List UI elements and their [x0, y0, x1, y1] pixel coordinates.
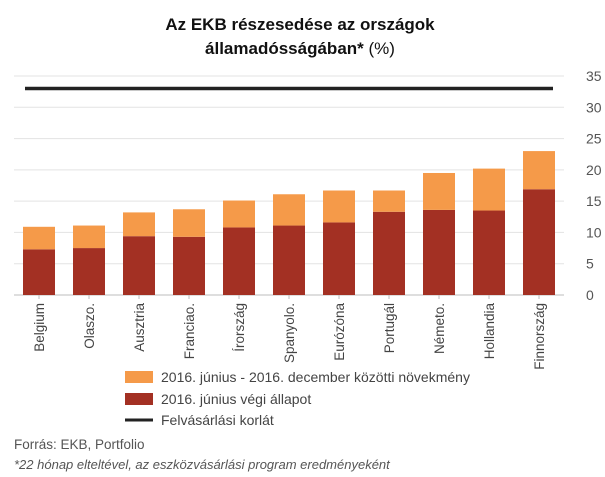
x-tick-label: Olaszo.	[82, 303, 97, 349]
y-tick-label: 5	[586, 256, 594, 272]
bar-june-0	[23, 249, 55, 295]
bar-increment-1	[73, 225, 105, 249]
y-tick-label: 35	[586, 68, 602, 84]
x-tick-label: Írország	[232, 303, 247, 352]
legend-label-increment: 2016. június - 2016. december közötti nö…	[161, 369, 470, 385]
x-tick-label: Finnország	[532, 303, 547, 370]
x-axis-ticks: Belgium Olaszo. Ausztria Franciao. Írország S…	[32, 295, 547, 370]
title-line-1: Az EKB részesedése az országok	[165, 15, 435, 34]
title-line-2: államadósságában* (%)	[205, 39, 395, 58]
bar-increment-9	[473, 168, 505, 211]
bar-increment-3	[173, 209, 205, 237]
y-axis-ticks: 0 5 10 15 20 25 30 35	[586, 68, 602, 303]
x-tick-label: Portugál	[382, 303, 397, 353]
x-tick-label: Németo.	[432, 303, 447, 354]
bar-series	[23, 151, 555, 295]
bar-june-10	[523, 189, 555, 295]
legend-swatch-june	[125, 393, 153, 405]
chart-title: Az EKB részesedése az országok államadós…	[165, 15, 435, 58]
x-tick-label: Eurózóna	[332, 303, 347, 361]
bar-june-8	[423, 209, 455, 295]
bar-increment-4	[223, 200, 255, 228]
bar-june-6	[323, 222, 355, 295]
y-tick-label: 10	[586, 224, 602, 240]
bar-increment-2	[123, 212, 155, 237]
y-tick-label: 0	[586, 287, 594, 303]
bar-increment-5	[273, 194, 305, 226]
y-tick-label: 25	[586, 131, 602, 147]
bar-june-3	[173, 236, 205, 295]
x-tick-label: Belgium	[32, 303, 47, 352]
bar-increment-0	[23, 226, 55, 250]
bar-june-9	[473, 210, 505, 295]
footnote: *22 hónap elteltével, az eszközvásárlási…	[14, 457, 391, 472]
x-tick-label: Franciao.	[182, 303, 197, 359]
bar-increment-8	[423, 172, 455, 210]
legend-label-limit: Felvásárlási korlát	[161, 412, 274, 428]
legend-label-june: 2016. június végi állapot	[161, 391, 311, 407]
y-tick-label: 15	[586, 193, 602, 209]
legend: 2016. június - 2016. december közötti nö…	[125, 369, 470, 428]
title-line-2-text: államadósságában*	[205, 39, 364, 58]
title-unit: (%)	[369, 39, 395, 58]
y-tick-label: 20	[586, 162, 602, 178]
bar-increment-10	[523, 151, 555, 190]
bar-june-2	[123, 236, 155, 295]
source-note: Forrás: EKB, Portfolio	[14, 437, 145, 452]
bar-june-4	[223, 227, 255, 295]
bar-increment-6	[323, 190, 355, 223]
bar-june-5	[273, 225, 305, 295]
y-tick-label: 30	[586, 99, 602, 115]
x-tick-label: Spanyolo.	[282, 303, 297, 363]
bar-june-7	[373, 211, 405, 295]
bar-increment-7	[373, 190, 405, 212]
x-tick-label: Ausztria	[132, 303, 147, 352]
legend-swatch-increment	[125, 371, 153, 383]
x-tick-label: Hollandia	[482, 303, 497, 360]
bar-june-1	[73, 248, 105, 295]
